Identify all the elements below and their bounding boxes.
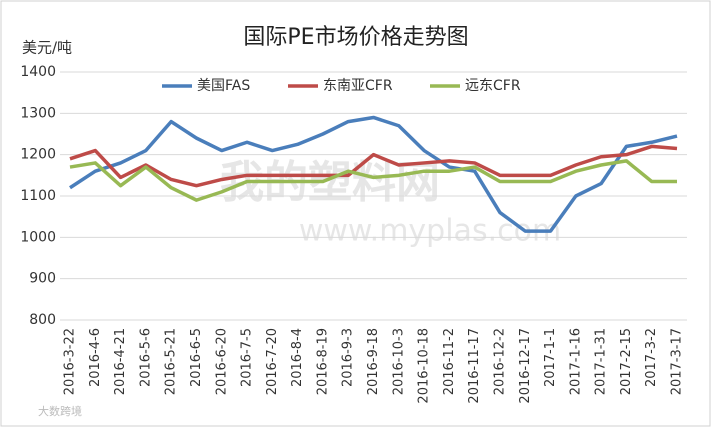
x-tick-label: 2017-1-16 — [568, 328, 583, 395]
watermark: www.myplas.com — [299, 214, 561, 249]
chart-title: 国际PE市场价格走势图 — [243, 25, 468, 50]
y-axis-label: 美元/吨 — [22, 39, 72, 57]
x-tick-label: 2016-4-21 — [113, 328, 128, 395]
y-tick-label: 1000 — [20, 229, 56, 245]
x-tick-label: 2016-9-18 — [366, 328, 381, 395]
x-tick-label: 2016-8-19 — [315, 328, 330, 395]
x-tick-label: 2017-3-17 — [670, 328, 685, 395]
x-tick-label: 2016-12-2 — [492, 328, 507, 395]
legend-label: 东南亚CFR — [323, 78, 393, 94]
x-tick-label: 2016-4-6 — [88, 328, 103, 387]
x-tick-label: 2016-10-18 — [417, 328, 432, 404]
x-tick-label: 2016-10-3 — [391, 328, 406, 395]
y-tick-label: 800 — [29, 312, 56, 328]
y-tick-label: 900 — [29, 271, 56, 287]
y-tick-label: 1300 — [20, 105, 56, 121]
legend-label: 远东CFR — [465, 78, 521, 94]
x-tick-label: 2016-11-2 — [442, 328, 457, 395]
x-tick-label: 2016-6-5 — [189, 328, 204, 387]
x-tick-label: 2017-2-15 — [619, 328, 634, 395]
series-line — [69, 115, 678, 233]
x-tick-label: 2016-8-4 — [290, 328, 305, 387]
x-tick-label: 2017-1-31 — [594, 328, 609, 395]
x-tick-label: 2016-12-17 — [518, 328, 533, 404]
x-tick-label: 2016-5-6 — [138, 328, 153, 387]
y-tick-label: 1100 — [20, 188, 56, 204]
series-line — [69, 159, 677, 202]
x-tick-label: 2016-7-20 — [265, 328, 280, 395]
y-tick-label: 1400 — [20, 64, 56, 80]
watermark: 大数跨境 — [38, 404, 82, 418]
legend-label: 美国FAS — [197, 78, 250, 94]
x-tick-label: 2016-7-5 — [240, 328, 255, 387]
series-line — [69, 144, 678, 188]
x-tick-label: 2017-3-2 — [644, 328, 659, 387]
x-tick-label: 2016-6-20 — [214, 328, 229, 395]
x-tick-label: 2016-5-21 — [164, 328, 179, 395]
x-tick-label: 2016-9-3 — [341, 328, 356, 387]
x-tick-label: 2017-1-1 — [543, 328, 558, 387]
x-tick-label: 2016-3-22 — [63, 328, 78, 395]
y-tick-label: 1200 — [20, 147, 56, 163]
x-tick-label: 2016-11-17 — [467, 328, 482, 404]
